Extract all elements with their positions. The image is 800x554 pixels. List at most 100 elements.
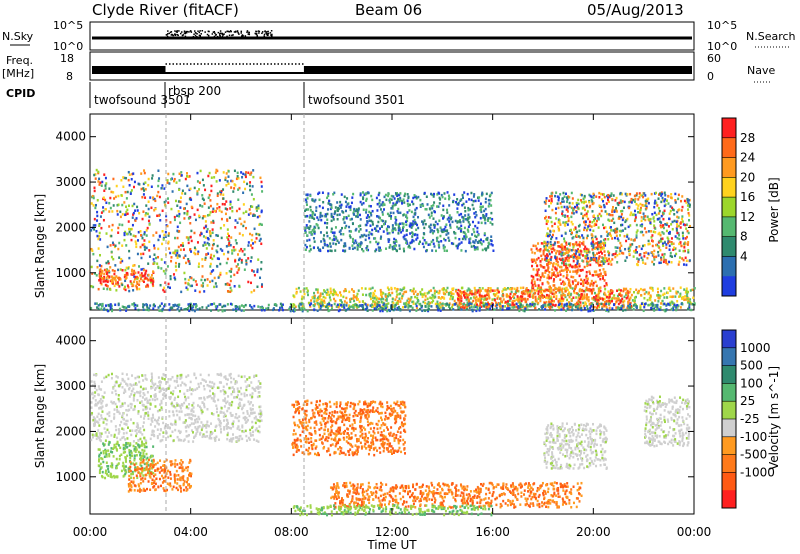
power-mark [683,246,686,249]
power-mark [104,268,107,272]
power-mark [337,241,340,244]
power-mark [514,303,517,306]
power-mark [534,295,537,299]
power-mark [463,191,466,194]
power-mark [656,243,659,247]
power-mark [336,293,339,297]
nsky-point [258,32,260,34]
power-mark [557,274,560,277]
power-mark [348,234,351,237]
power-mark [248,232,251,236]
power-mark [170,256,173,259]
power-mark [202,244,205,247]
power-mark [134,240,137,243]
power-mark [202,235,205,238]
power-mark [387,302,390,305]
power-mark [431,207,434,210]
power-mark [451,297,454,301]
power-mark [483,217,486,220]
power-mark [115,184,118,188]
power-mark [311,213,314,217]
power-mark [602,262,605,265]
power-mark [388,231,391,235]
power-mark [233,183,236,186]
power-mark [104,283,107,287]
power-mark [470,198,473,202]
power-mark [437,291,440,295]
power-mark [407,302,410,306]
power-mark [377,246,380,249]
power-mark [416,236,419,240]
power-mark [188,188,191,192]
power-mark [553,249,556,252]
power-mark [138,280,141,283]
power-mark [187,278,190,282]
power-mark [678,295,681,298]
power-mark [576,303,579,306]
power-mark [519,302,522,305]
beam-title: Beam 06 [355,1,422,19]
power-mark [607,309,610,313]
power-mark [541,258,544,261]
power-mark [129,228,132,231]
power-mark [562,221,565,224]
power-mark [647,197,650,201]
power-mark [334,210,337,213]
power-mark [325,231,328,235]
power-mark [431,249,434,252]
power-mark [349,208,352,212]
power-mark [211,303,214,306]
power-mark [313,294,316,298]
power-mark [318,204,321,208]
power-mark [448,302,451,305]
power-mark [330,219,333,223]
power-mark [106,280,109,284]
power-mark [344,209,347,213]
power-mark [202,215,205,218]
power-mark [537,292,540,296]
power-mark [516,289,519,293]
power-mark [463,231,466,235]
power-mark [100,272,103,276]
power-mark [633,290,636,294]
power-mark [197,250,200,254]
power-mark [666,296,669,299]
power-mark [628,298,631,302]
power-mark [607,237,610,241]
power-mark [305,200,308,204]
power-mark [685,263,688,267]
power-mark [235,242,238,245]
power-mark [131,204,134,208]
power-mark [512,293,515,296]
power-mark [405,233,408,237]
power-mark [534,306,537,310]
power-mark [571,254,574,257]
power-mark [569,305,572,309]
power-mark [190,307,193,310]
power-mark [550,295,553,299]
power-mark [129,280,132,283]
power-mark [651,240,654,243]
power-mark [334,242,337,246]
power-mark [368,204,371,208]
power-mark [484,207,487,211]
power-mark [430,305,433,308]
power-mark [554,211,557,215]
power-mark [572,259,575,263]
power-mark [472,207,475,210]
power-mark [318,198,321,202]
power-mark [583,297,586,300]
power-mark [281,308,284,312]
power-mark [393,287,396,290]
power-mark [546,276,549,280]
power-mark [153,247,156,250]
power-mark [581,288,584,292]
power-mark [399,300,402,303]
power-mark [689,289,692,292]
power-mark [257,258,260,261]
power-mark [531,283,534,287]
power-mark [362,191,365,194]
power-mark [683,242,686,246]
nsky-point [185,31,188,34]
power-mark [103,272,106,276]
